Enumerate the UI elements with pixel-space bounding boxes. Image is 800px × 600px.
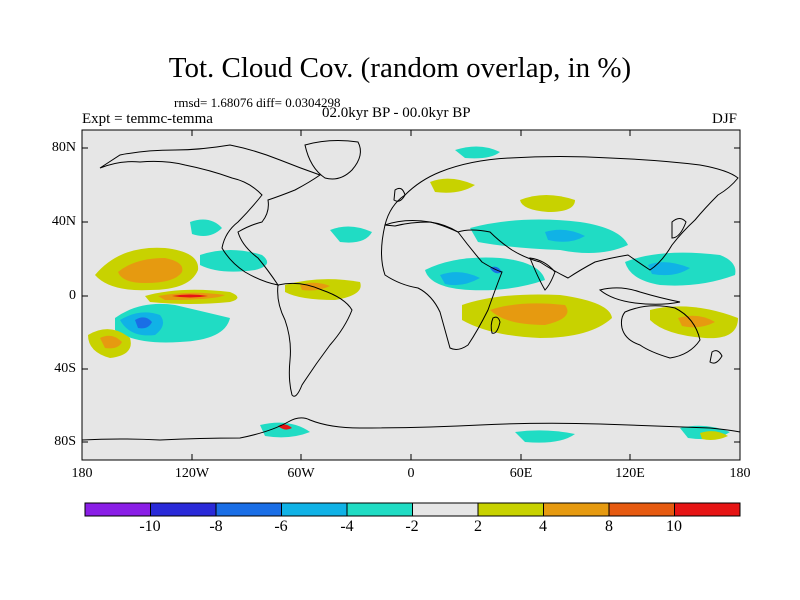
anomaly-patch [515, 430, 575, 443]
coastline-eurasia [384, 156, 739, 279]
anomaly-patches [88, 146, 738, 443]
anomaly-patch [648, 262, 690, 276]
coastline-uk [393, 187, 406, 202]
colorbar-swatch [674, 502, 741, 517]
lat-tick-label: 0 [69, 288, 76, 303]
coastline-india [529, 257, 556, 291]
lat-tick-label: 80S [54, 434, 76, 449]
coastline-madagascar [490, 316, 501, 334]
anomaly-patch [135, 317, 152, 329]
colorbar-label: 10 [666, 518, 682, 535]
lat-tick-label: 40S [54, 361, 76, 376]
anomaly-patch [260, 422, 310, 438]
tick-marks [82, 130, 740, 460]
colorbar-label: 4 [539, 518, 547, 535]
colorbar-swatch [215, 502, 282, 517]
colorbar-label: -10 [139, 518, 161, 535]
colorbar-swatch [412, 502, 479, 517]
colorbar [84, 502, 741, 517]
coastline-new-zealand [709, 350, 723, 364]
colorbar-label: -4 [340, 518, 354, 535]
colorbar-swatch [150, 502, 217, 517]
lon-tick-label: 60W [287, 466, 315, 481]
anomaly-patch [700, 431, 728, 440]
lat-tick-label: 80N [51, 140, 76, 155]
lon-tick-label: 0 [407, 466, 415, 481]
coastline-japan [671, 218, 687, 239]
season-label: DJF [712, 111, 738, 127]
colorbar-label: -8 [209, 518, 223, 535]
coastline-north-america [99, 144, 322, 286]
colorbar-label: -2 [405, 518, 419, 535]
lon-tick-label: 180 [729, 466, 751, 481]
colorbar-label: -6 [274, 518, 288, 535]
coastlines [81, 140, 741, 441]
anomaly-patch [330, 226, 372, 243]
coastline-greenland [304, 140, 361, 180]
anomaly-patch [172, 294, 208, 298]
rmsd-diff-stats: rmsd= 1.68076 diff= 0.0304298 [174, 95, 341, 110]
anomaly-patch [678, 315, 715, 328]
coastline-south-america [277, 282, 353, 397]
anomaly-patch [430, 178, 475, 193]
anomaly-patch [200, 250, 268, 272]
colorbar-swatch [84, 502, 151, 517]
anomaly-patch [100, 335, 122, 349]
plot-title: Tot. Cloud Cov. (random overlap, in %) [168, 52, 632, 84]
anomaly-patch [455, 146, 500, 159]
anomaly-patch [545, 229, 585, 242]
lat-tick-label: 40N [51, 214, 76, 229]
colorbar-label: 2 [474, 518, 482, 535]
colorbar-swatch [608, 502, 675, 517]
colorbar-label: 8 [605, 518, 613, 535]
lon-tick-label: 60E [509, 466, 533, 481]
anomaly-patch [440, 272, 480, 286]
anomaly-patch [490, 303, 568, 325]
colorbar-swatch [346, 502, 413, 517]
colorbar-swatch [543, 502, 610, 517]
coastline-australia [620, 305, 701, 359]
colorbar-swatch [477, 502, 544, 517]
lon-tick-label: 120E [615, 466, 645, 481]
anomaly-patch [118, 258, 183, 283]
period-label: 02.0kyr BP - 00.0kyr BP [322, 105, 471, 121]
coastline-indonesia [598, 287, 681, 305]
coastline-antarctica [81, 417, 741, 441]
colorbar-swatch [281, 502, 348, 517]
lon-tick-label: 180 [71, 466, 93, 481]
experiment-label: Expt = temmc-temma [82, 111, 213, 127]
anomaly-patch [190, 219, 222, 236]
lon-tick-label: 120W [174, 466, 210, 481]
anomaly-patch [520, 195, 575, 212]
